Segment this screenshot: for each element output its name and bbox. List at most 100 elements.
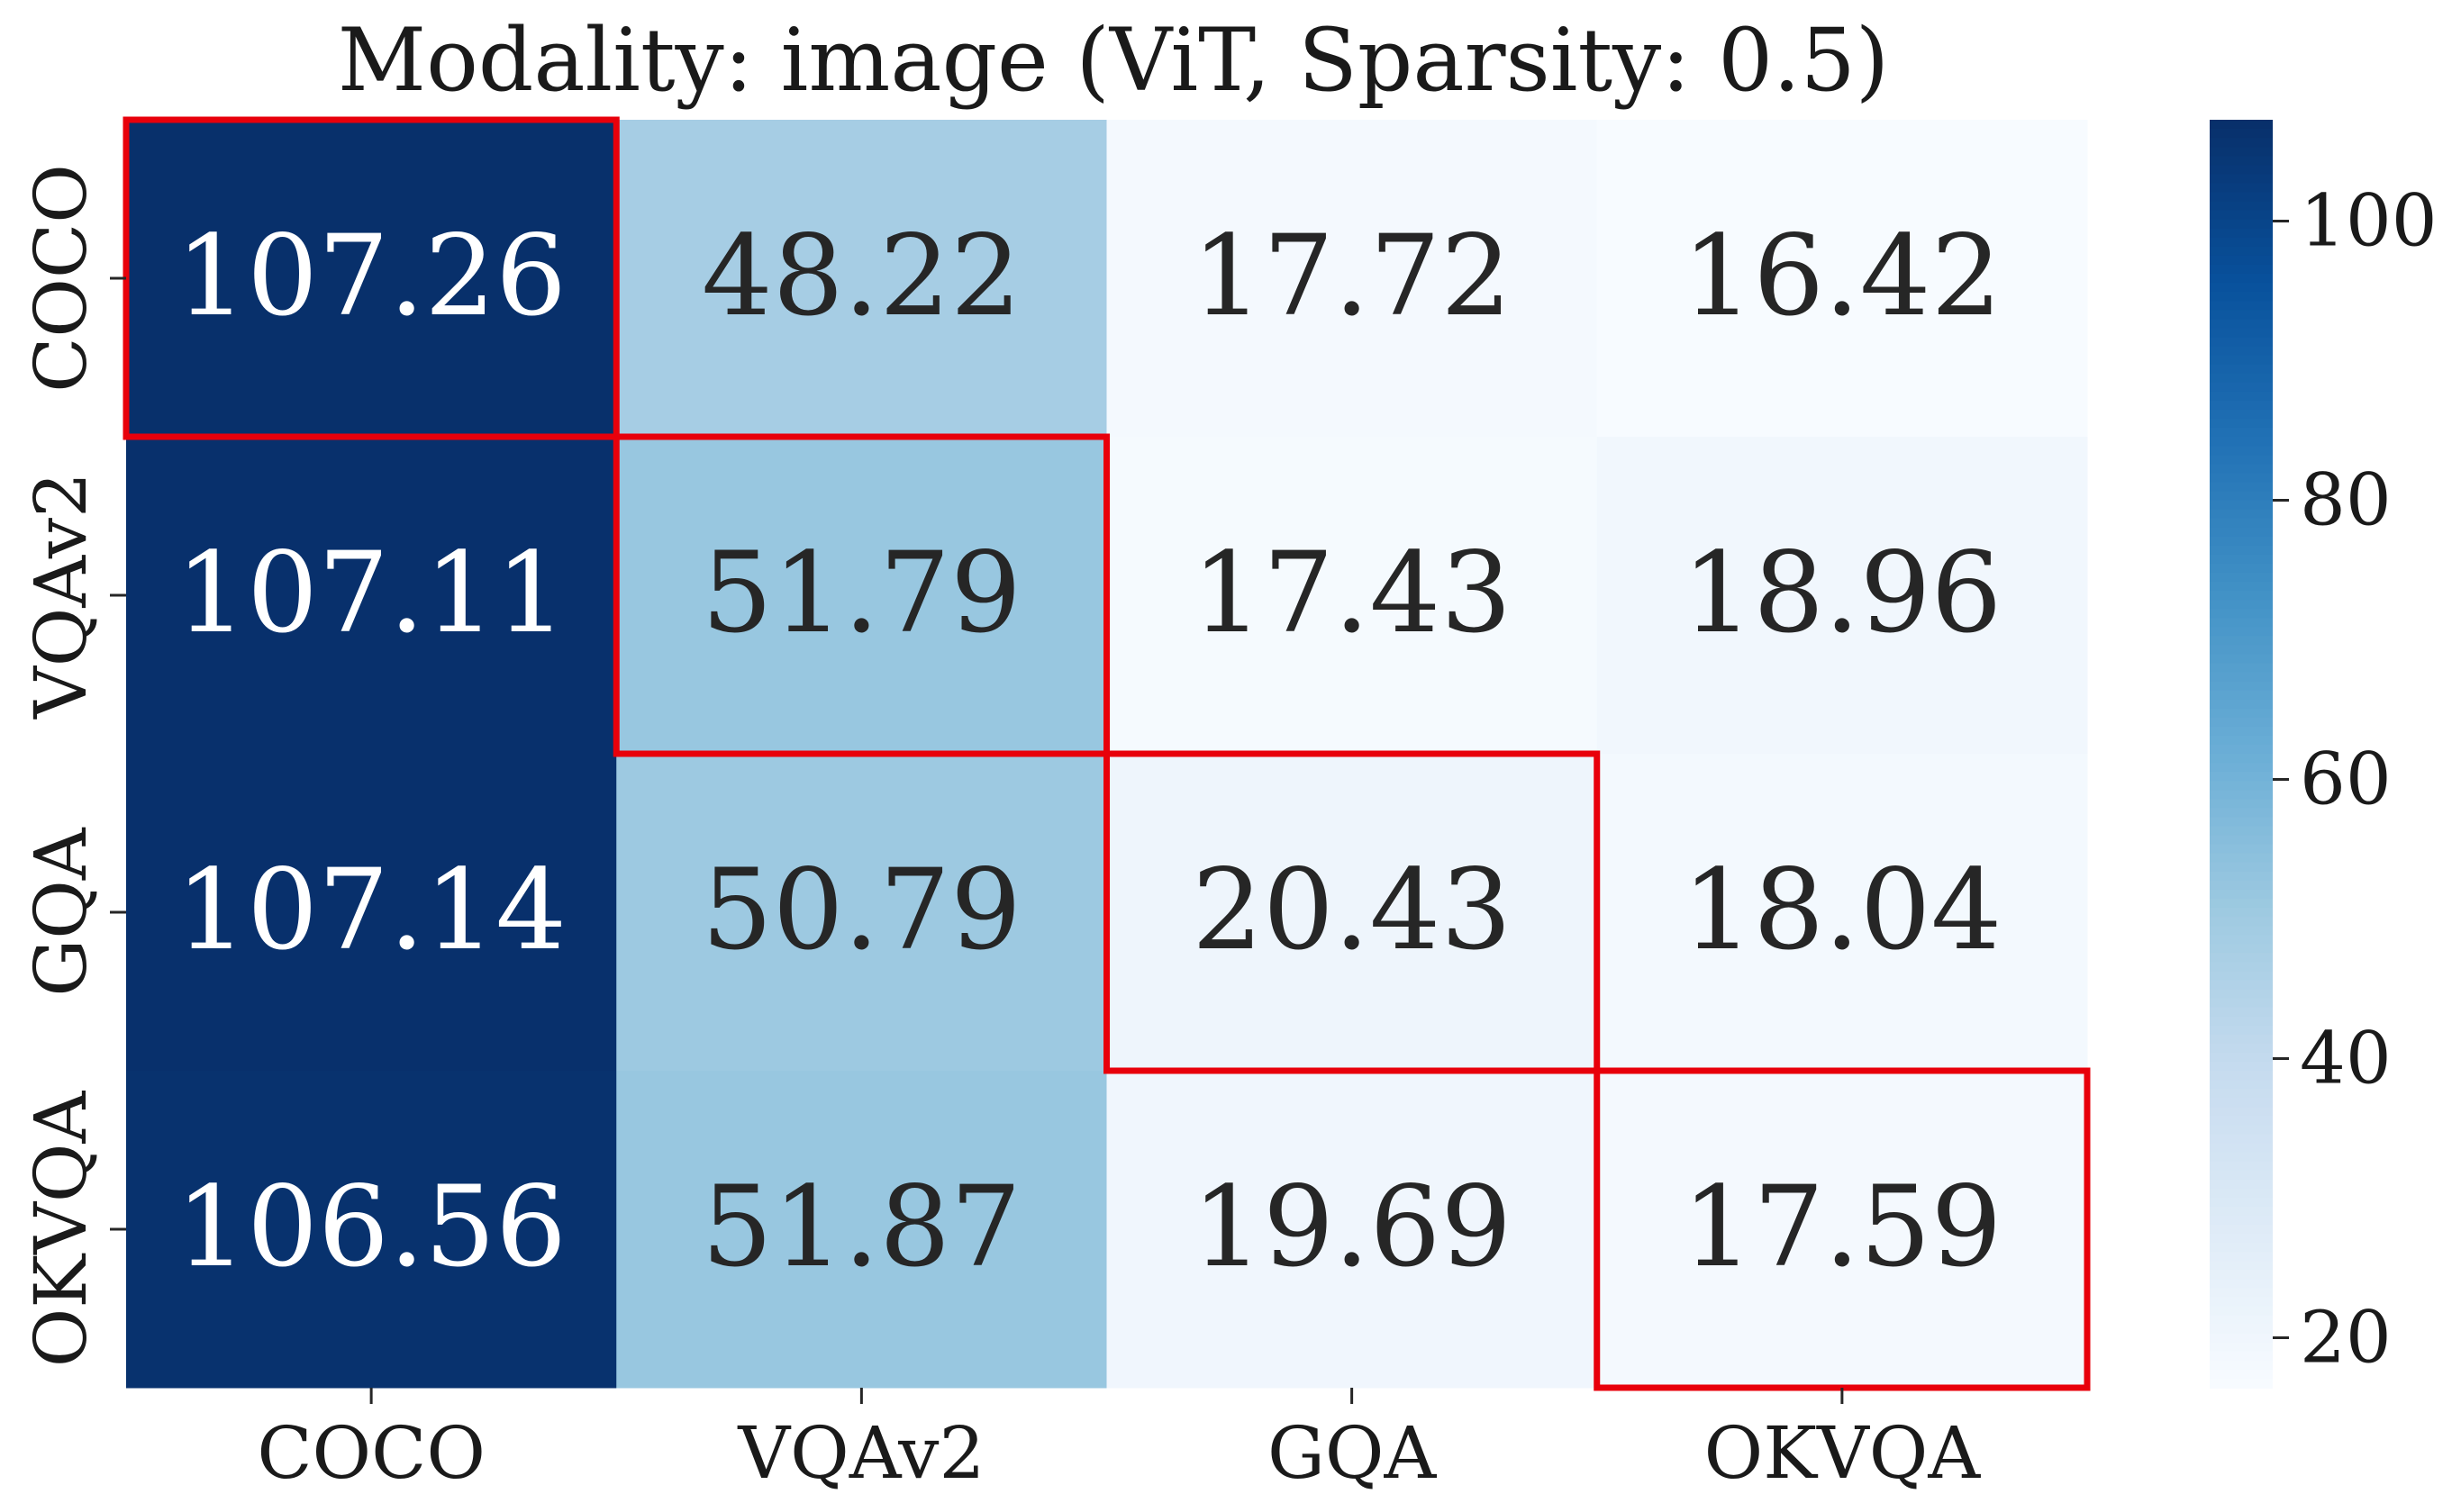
x-tick-label: OKVQA bbox=[1704, 1411, 1982, 1495]
colorbar-segment bbox=[2210, 518, 2273, 529]
colorbar-segment bbox=[2210, 1261, 2273, 1272]
y-tick-label: VQAv2 bbox=[19, 472, 103, 720]
colorbar-segment bbox=[2210, 1080, 2273, 1091]
colorbar-segment bbox=[2210, 165, 2273, 176]
x-tick-label: GQA bbox=[1267, 1411, 1437, 1495]
heatmap-cell-labels: 107.26 48.22 17.72 16.42 107.11 51.79 17.43 18.… bbox=[176, 212, 2002, 1292]
colorbar-segment bbox=[2210, 862, 2273, 873]
colorbar-segment bbox=[2210, 817, 2273, 828]
colorbar-segment bbox=[2210, 545, 2273, 556]
cell-value-label: 16.42 bbox=[1682, 212, 2002, 341]
colorbar-segment bbox=[2210, 636, 2273, 647]
colorbar-segment bbox=[2210, 572, 2273, 583]
colorbar-segment bbox=[2210, 708, 2273, 719]
colorbar-segment bbox=[2210, 1188, 2273, 1199]
colorbar-segment bbox=[2210, 129, 2273, 140]
heatmap-cell bbox=[126, 1071, 617, 1389]
colorbar-segment bbox=[2210, 1234, 2273, 1245]
colorbar-segment bbox=[2210, 944, 2273, 955]
heatmap-cell bbox=[126, 437, 617, 755]
colorbar-segment bbox=[2210, 1279, 2273, 1290]
colorbar-segment bbox=[2210, 618, 2273, 629]
colorbar-segment bbox=[2210, 1342, 2273, 1353]
colorbar-segment bbox=[2210, 346, 2273, 357]
colorbar-segment bbox=[2210, 744, 2273, 755]
colorbar-segment bbox=[2210, 971, 2273, 982]
heatmap-cell bbox=[1596, 1071, 2088, 1389]
colorbar-segment bbox=[2210, 355, 2273, 366]
colorbar-segment bbox=[2210, 1360, 2273, 1371]
colorbar-segment bbox=[2210, 1243, 2273, 1254]
colorbar-segment bbox=[2210, 1224, 2273, 1236]
colorbar-segment bbox=[2210, 183, 2273, 194]
colorbar-segment bbox=[2210, 1052, 2273, 1063]
cell-value-label: 20.43 bbox=[1192, 846, 1512, 975]
colorbar-segment bbox=[2210, 1161, 2273, 1172]
colorbar-segment bbox=[2210, 1152, 2273, 1163]
colorbar-segment bbox=[2210, 455, 2273, 466]
colorbar-segment bbox=[2210, 301, 2273, 312]
colorbar-segment bbox=[2210, 1134, 2273, 1145]
heatmap-cell bbox=[616, 754, 1107, 1072]
colorbar-segment bbox=[2210, 482, 2273, 493]
colorbar-segment bbox=[2210, 509, 2273, 520]
colorbar-segment bbox=[2210, 1107, 2273, 1118]
colorbar-segment bbox=[2210, 1016, 2273, 1027]
colorbar-segment bbox=[2210, 763, 2273, 774]
colorbar-segment bbox=[2210, 844, 2273, 855]
y-tick-label: OKVQA bbox=[19, 1091, 103, 1368]
colorbar-tick-label: 20 bbox=[2300, 1296, 2392, 1380]
colorbar-segment bbox=[2210, 799, 2273, 810]
colorbar-segment bbox=[2210, 373, 2273, 384]
colorbar-segment bbox=[2210, 210, 2273, 221]
colorbar-segment bbox=[2210, 781, 2273, 792]
colorbar-segment bbox=[2210, 998, 2273, 1009]
colorbar-segment bbox=[2210, 418, 2273, 429]
cell-value-label: 107.11 bbox=[176, 529, 567, 658]
colorbar-segment bbox=[2210, 292, 2273, 303]
heatmap-cell bbox=[1106, 437, 1598, 755]
cell-value-label: 17.43 bbox=[1192, 529, 1512, 658]
colorbar-segment bbox=[2210, 1125, 2273, 1136]
colorbar-segment bbox=[2210, 1071, 2273, 1082]
colorbar-segment bbox=[2210, 201, 2273, 212]
heatmap-cell bbox=[126, 754, 617, 1072]
colorbar-segment bbox=[2210, 500, 2273, 511]
colorbar-segment bbox=[2210, 754, 2273, 765]
cell-value-label: 106.56 bbox=[176, 1163, 567, 1292]
colorbar-segment bbox=[2210, 264, 2273, 275]
colorbar-segment bbox=[2210, 319, 2273, 330]
x-tick-label: COCO bbox=[257, 1411, 486, 1495]
colorbar-segment bbox=[2210, 228, 2273, 239]
colorbar-segment bbox=[2210, 627, 2273, 638]
colorbar-segment bbox=[2210, 717, 2273, 728]
colorbar-segment bbox=[2210, 772, 2273, 783]
colorbar-segment bbox=[2210, 1369, 2273, 1380]
colorbar-segment bbox=[2210, 246, 2273, 257]
colorbar-segment bbox=[2210, 1206, 2273, 1217]
colorbar-segment bbox=[2210, 1324, 2273, 1335]
colorbar-segment bbox=[2210, 790, 2273, 801]
y-tick-label: GQA bbox=[19, 827, 103, 996]
colorbar-segment bbox=[2210, 898, 2273, 909]
colorbar-segment bbox=[2210, 1034, 2273, 1045]
colorbar-tick-label: 100 bbox=[2300, 179, 2438, 263]
colorbar-segment bbox=[2210, 871, 2273, 882]
colorbar-segment bbox=[2210, 174, 2273, 185]
colorbar-segment bbox=[2210, 853, 2273, 864]
highlight-box bbox=[613, 433, 1110, 757]
colorbar-tick-label: 80 bbox=[2300, 458, 2392, 542]
heatmap-cell bbox=[126, 120, 617, 438]
colorbar-segment bbox=[2210, 1061, 2273, 1072]
colorbar-segment bbox=[2210, 536, 2273, 547]
colorbar-segment bbox=[2210, 926, 2273, 937]
colorbar-segment bbox=[2210, 989, 2273, 1000]
colorbar-segment bbox=[2210, 1252, 2273, 1263]
colorbar-segment bbox=[2210, 328, 2273, 339]
colorbar-segment bbox=[2210, 192, 2273, 203]
colorbar-segment bbox=[2210, 1116, 2273, 1127]
colorbar-segment bbox=[2210, 600, 2273, 611]
heatmap-cell bbox=[1106, 1071, 1598, 1389]
colorbar-segment bbox=[2210, 273, 2273, 285]
